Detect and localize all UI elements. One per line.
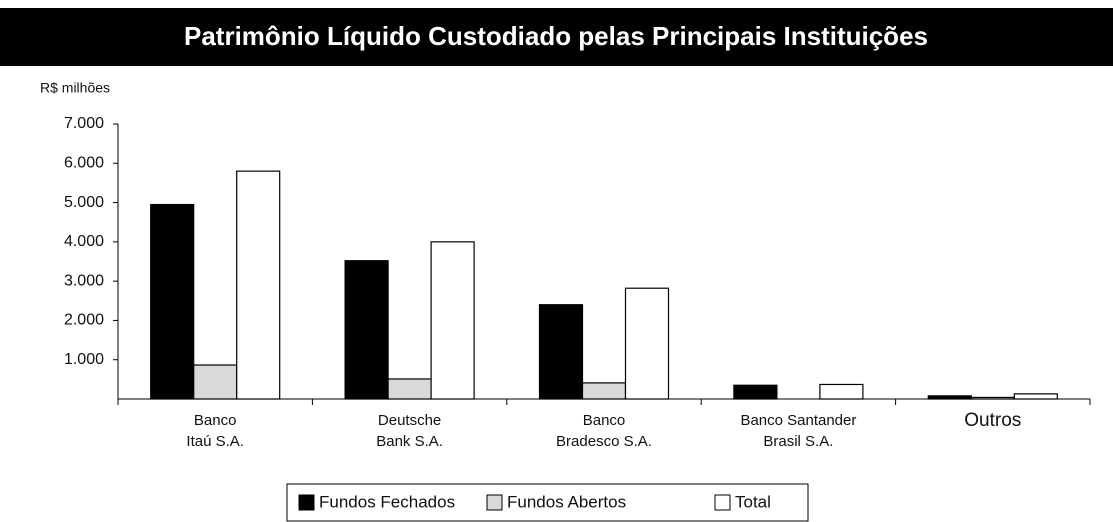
x-tick-label: Brasil S.A. [763, 433, 833, 450]
x-tick-label: Outros [964, 410, 1021, 431]
x-tick-label: Banco [583, 412, 626, 429]
legend-swatch [714, 494, 731, 511]
bar [819, 383, 864, 400]
bar [236, 170, 281, 400]
y-tick-label: 6.000 [64, 155, 104, 172]
legend-swatch [298, 494, 315, 511]
x-tick-label: Banco Santander [740, 412, 856, 429]
x-tick-label: Deutsche [378, 412, 441, 429]
bar [581, 382, 627, 400]
y-tick-label: 3.000 [64, 272, 104, 289]
bar [733, 384, 778, 400]
x-tick-label: Banco [194, 412, 237, 429]
y-tick-label: 5.000 [64, 194, 104, 211]
y-tick-label: 4.000 [64, 233, 104, 250]
bar [193, 364, 238, 400]
y-tick-label: 7.000 [64, 115, 104, 132]
bar [344, 260, 389, 400]
y-axis-label: R$ milhões [40, 80, 110, 96]
title-bar [0, 8, 1113, 66]
legend-swatch [486, 494, 503, 511]
legend-label: Fundos Abertos [507, 492, 626, 511]
bar [624, 287, 670, 400]
bar [150, 203, 195, 400]
chart-title: Patrimônio Líquido Custodiado pelas Prin… [184, 21, 928, 51]
legend-label: Total [735, 492, 771, 511]
y-tick-label: 2.000 [64, 312, 104, 329]
y-tick-label: 1.000 [64, 351, 104, 368]
x-tick-label: Bradesco S.A. [556, 433, 652, 450]
bar [927, 395, 972, 400]
bar [538, 304, 584, 400]
bar [1013, 393, 1058, 400]
bar [430, 241, 475, 400]
x-tick-label: Bank S.A. [376, 433, 443, 450]
bar [387, 378, 432, 400]
bar [970, 396, 1015, 400]
x-tick-label: Itaú S.A. [186, 433, 244, 450]
legend-label: Fundos Fechados [319, 492, 455, 511]
